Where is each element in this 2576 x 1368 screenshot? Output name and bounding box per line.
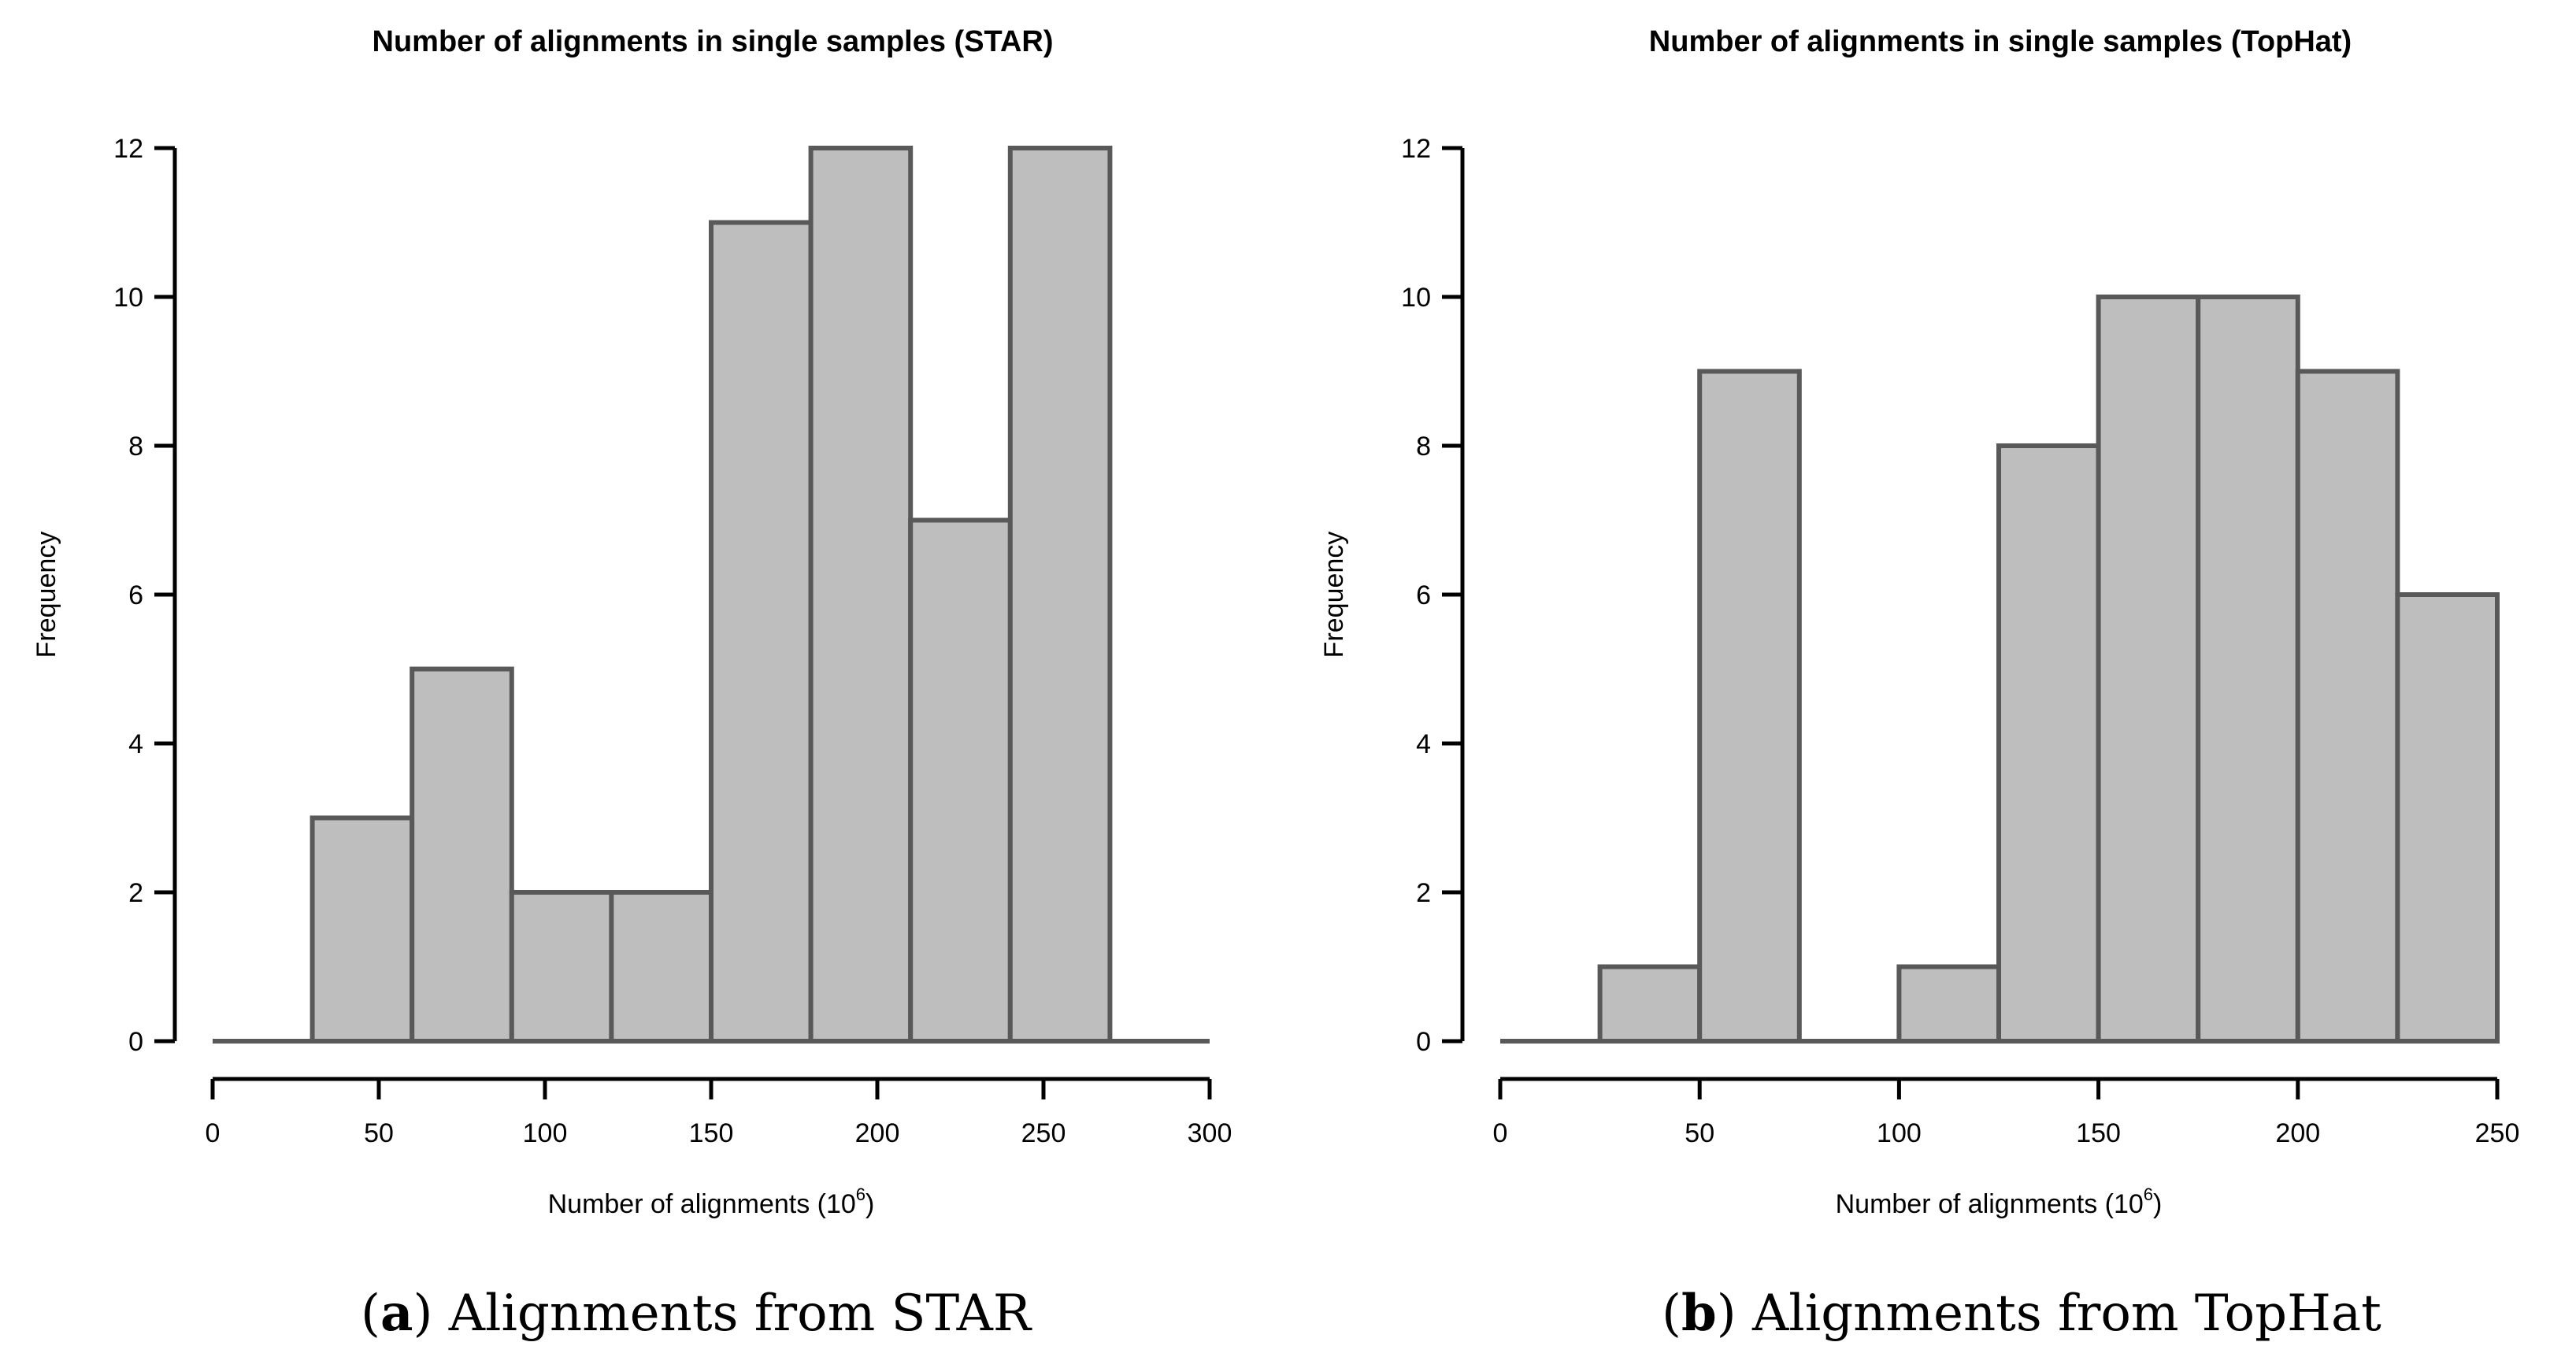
chart-0-title: Number of alignments in single samples (… [373,25,1054,58]
chart-0-bar [410,666,514,1044]
chart-0-y-tick-label: 2 [128,878,143,908]
chart-0-x-tick-label: 300 [1188,1118,1232,1148]
chart-1-title: Number of alignments in single samples (… [1649,25,2352,58]
chart-0-x-tick-label: 250 [1021,1118,1066,1148]
chart-1-y-tick-label: 2 [1416,878,1431,908]
chart-0-bar [609,890,714,1044]
chart-1-bar [1896,964,2002,1044]
chart-1-bar [1597,964,1703,1044]
chart-0-y-tick-label: 4 [128,729,143,759]
chart-0-x-label: Number of alignments (106) [548,1184,875,1219]
chart-0-x-tick-label: 150 [689,1118,734,1148]
chart-1-y-tick-label: 6 [1416,580,1431,610]
chart-0-y-tick-label: 12 [113,134,143,164]
chart-0-bar [1007,146,1113,1044]
chart-0-y-label: Frequency [32,532,61,658]
chart-1-x-tick-label: 100 [1877,1118,1922,1148]
caption-b-letter: b [1681,1284,1717,1343]
chart-1-y-tick-label: 10 [1401,283,1431,313]
chart-0-bar [509,890,614,1044]
chart-0-y-tick-label: 6 [128,580,143,610]
chart-1-x-label: Number of alignments (106) [1836,1184,2163,1219]
chart-1-y-tick-label: 8 [1416,432,1431,462]
chart-1-x-tick-label: 50 [1685,1118,1714,1148]
caption-a-text: Alignments from STAR [448,1285,1032,1343]
chart-1-bar [2196,295,2300,1044]
chart-0-bar [709,220,814,1044]
chart-1-y-tick-label: 4 [1416,729,1431,759]
chart-0-bar [908,517,1013,1044]
chart-1-bar [2395,592,2500,1044]
chart-0-bar [309,815,415,1044]
chart-0-x-label-sup: 6 [856,1184,865,1204]
chart-1-bar [1697,369,1802,1044]
chart-1-bar [2096,295,2201,1044]
caption-a: (a) Alignments from STAR [361,1284,1032,1343]
chart-0-x-tick-label: 100 [523,1118,568,1148]
chart-0-y-tick-label: 10 [113,283,143,313]
chart-1-bar [1996,443,2101,1044]
chart-1-x-tick-label: 200 [2275,1118,2320,1148]
chart-0-x-label-main: Number of alignments (10 [548,1189,856,1219]
chart-0-x-tick-label: 200 [855,1118,900,1148]
chart-0-y-tick-label: 0 [128,1027,143,1057]
chart-0-bar [808,146,914,1044]
chart-1-x-tick-label: 150 [2076,1118,2121,1148]
chart-1-x-label-main: Number of alignments (10 [1836,1189,2144,1219]
chart-0-x-label-close: ) [865,1189,874,1219]
chart-0-y-tick-label: 8 [128,432,143,462]
caption-a-letter: a [380,1284,413,1343]
caption-b-text: Alignments from TopHat [1752,1285,2381,1343]
chart-0-x-tick-label: 50 [364,1118,394,1148]
chart-1-y-tick-label: 12 [1401,134,1431,164]
chart-1-x-tick-label: 0 [1493,1118,1508,1148]
chart-1-x-tick-label: 250 [2475,1118,2520,1148]
histogram-tophat: Number of alignments in single samples (… [1319,25,2520,1219]
caption-b: (b) Alignments from TopHat [1662,1284,2381,1343]
histogram-star: Number of alignments in single samples (… [32,25,1232,1219]
chart-1-bar [2295,369,2400,1044]
chart-1-x-label-close: ) [2153,1189,2162,1219]
chart-0-x-tick-label: 0 [206,1118,221,1148]
chart-1-y-tick-label: 0 [1416,1027,1431,1057]
chart-1-y-label: Frequency [1319,532,1349,658]
chart-1-x-label-sup: 6 [2144,1184,2153,1204]
